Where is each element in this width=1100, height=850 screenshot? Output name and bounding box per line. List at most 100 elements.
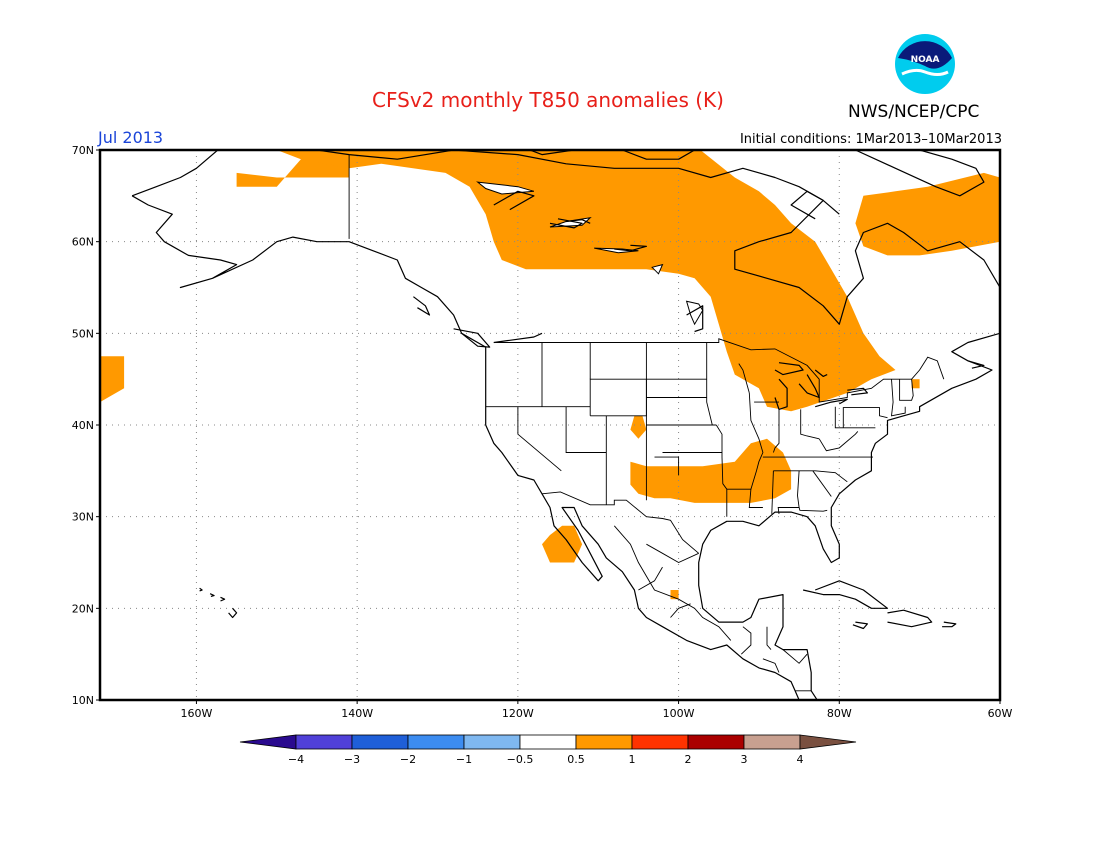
lon-tick-label: 80W [827,707,852,720]
coastline-segment [566,219,591,224]
colorbar-label: 2 [685,753,692,766]
colorbar-arrow-low [239,734,297,750]
lat-tick-label: 50N [72,327,94,340]
lat-tick-label: 20N [72,602,94,615]
border-segment [771,470,774,514]
border-segment [654,456,680,476]
border-segment [565,406,607,453]
colorbar-swatch [407,734,465,750]
border-segment [646,543,699,564]
coastline-segment [228,607,238,619]
noaa-logo: NOAA [895,34,955,94]
colorbar-swatch [631,734,689,750]
border-segment [589,378,647,417]
colorbar-label: 0.5 [567,753,585,766]
colorbar-label: −3 [344,753,360,766]
colorbar-swatch [743,734,801,750]
colorbar-swatch [295,734,353,750]
border-segment [773,470,848,483]
lake-outline [685,300,704,326]
colorbar-swatch [463,734,521,750]
coastline-segment [131,150,1000,700]
lat-tick-label: 30N [72,511,94,524]
coastline-segment [614,244,648,252]
anomaly-region-pacific-west [100,356,125,403]
coastline-segment [220,596,226,602]
coastline-segment [814,369,828,377]
lat-tick-label: 60N [72,236,94,249]
agency-label: NWS/NCEP/CPC [848,102,980,122]
border-segment [812,470,832,497]
border-segment [834,406,876,429]
lon-tick-label: 120W [502,707,534,720]
colorbar-label: −4 [288,753,304,766]
coastline-segment [815,398,848,408]
lon-tick-label: 100W [663,707,695,720]
lon-tick-label: 140W [341,707,373,720]
coastline-segment [199,587,203,592]
border-segment [715,424,728,517]
border-segment [638,566,663,591]
border-segment [541,491,699,554]
coastline-segment [493,190,535,211]
lake-outline [594,247,639,254]
border-segment [782,649,808,664]
lat-tick-label: 70N [72,144,94,157]
coastline-segment [453,328,491,348]
lake-outline [476,181,535,195]
anomaly-region-northern-canada [276,150,896,412]
border-segment [798,507,828,512]
colorbar-label: 1 [629,753,636,766]
border-segment [613,525,732,641]
colorbar-label: −0.5 [507,753,534,766]
chart-title: CFSv2 monthly T850 anomalies (K) [372,88,724,112]
lake-outline [651,263,664,275]
noaa-logo-text: NOAA [911,55,940,65]
colorbar-label: −1 [456,753,472,766]
coastline-segment [774,362,804,376]
borders-layer [348,154,945,692]
coastline-segment [967,360,985,369]
border-segment [740,626,752,655]
colorbar-label: 3 [741,753,748,766]
colorbar-label: 4 [797,753,804,766]
anomaly-region-alaska-north-strip [236,159,350,187]
lat-tick-label: 10N [72,694,94,707]
coastline-segment [528,150,575,156]
coastline-segment [887,609,933,628]
latitude-labels: 70N 60N 50N 40N 30N 20N 10N [72,144,100,707]
lat-tick-label: 40N [72,419,94,432]
coastline-segment [620,150,696,160]
coastline-segment [802,580,889,609]
coastline-segment [131,195,800,700]
anomaly-region-south-central-us [630,438,792,503]
border-segment [766,626,772,650]
coastline-segment [847,387,869,396]
colorbar-arrow-high [799,734,857,750]
lon-tick-label: 60W [988,707,1013,720]
border-segment [890,379,906,417]
border-segment [517,406,562,472]
colorbar: −4 −3 −2 −1 −0.5 0.5 1 2 3 4 [239,734,857,766]
border-segment [800,409,820,440]
border-segment [493,338,945,403]
coastline-segment [790,190,840,220]
coastline-segment [413,296,431,316]
border-segment [748,392,764,490]
border-segment [772,409,780,453]
coastline-segment [942,621,957,628]
anomaly-layer [100,150,1000,600]
colorbar-swatch [351,734,409,750]
coastline-segment [209,593,215,597]
initial-conditions-label: Initial conditions: 1Mar2013–10Mar2013 [739,132,1002,147]
gridlines [100,150,1000,700]
colorbar-label: −2 [400,753,416,766]
longitude-labels: 160W 140W 120W 100W 80W 60W [180,700,1013,720]
border-segment [706,342,713,426]
coastline-segment [686,305,704,333]
coastline-layer [131,150,1000,700]
border-segment [738,363,750,394]
coastline-segment [493,332,543,344]
border-segment [762,658,780,673]
